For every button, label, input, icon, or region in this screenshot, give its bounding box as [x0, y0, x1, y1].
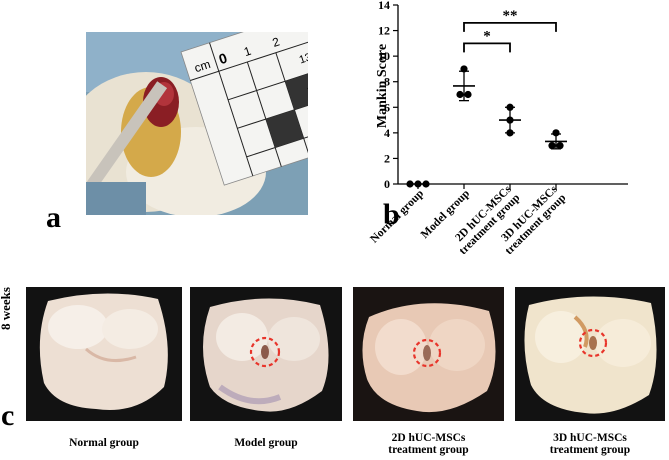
- ruler-mark-2: 2: [271, 34, 282, 49]
- defect-marker: [412, 338, 442, 368]
- data-point-2-2: [506, 129, 514, 137]
- data-point-3-0: [552, 129, 560, 137]
- panel-label-a: a: [46, 201, 61, 234]
- ruler-mark-1: 1: [242, 44, 253, 59]
- y-tick-label-4: 4: [384, 126, 390, 140]
- photo-2d-group: [353, 287, 504, 421]
- photo-model-group: [190, 287, 342, 421]
- data-point-0-1: [414, 180, 422, 188]
- photo-3d-group: [515, 287, 665, 421]
- ruler-mark-13: 13: [298, 51, 308, 66]
- timepoint-label: 8 weeks: [0, 287, 13, 330]
- y-tick-label-0: 0: [384, 177, 390, 191]
- defect-marker: [578, 328, 608, 358]
- caption-model-group: Model group: [234, 437, 298, 449]
- data-point-2-1: [506, 116, 514, 124]
- y-tick-label-14: 14: [378, 0, 390, 12]
- significance-label-0: *: [483, 28, 491, 44]
- data-point-0-2: [422, 180, 430, 188]
- data-point-1-1: [456, 90, 464, 99]
- surgery-photo: cm 0 1 2 13 14 15: [86, 32, 308, 215]
- data-point-1-0: [460, 65, 468, 73]
- y-tick-label-2: 2: [384, 151, 390, 165]
- photo-normal-group: [26, 287, 182, 421]
- panel-label-b: b: [383, 198, 400, 231]
- defect-marker: [249, 336, 281, 368]
- ruler-mark-14: 14: [306, 82, 308, 97]
- significance-bracket-0: [463, 42, 511, 53]
- y-tick-label-10: 10: [378, 49, 390, 63]
- data-point-1-2: [464, 90, 472, 99]
- caption-3d-group: 3D hUC-MSCs treatment group: [549, 432, 631, 457]
- significance-bracket-1: [463, 22, 557, 32]
- data-point-0-0: [406, 180, 414, 188]
- y-tick-label-8: 8: [384, 75, 390, 89]
- significance-label-1: **: [503, 8, 518, 24]
- y-tick-label-6: 6: [384, 100, 390, 114]
- y-tick-label-12: 12: [378, 24, 390, 38]
- panel-label-c: c: [1, 399, 15, 432]
- ruler-mark-cm: cm: [193, 57, 213, 75]
- y-axis-label: Mankin Score: [375, 44, 390, 128]
- caption-2d-group: 2D hUC-MSCs treatment group: [388, 432, 469, 457]
- data-point-3-2: [556, 142, 564, 150]
- caption-normal-group: Normal group: [69, 437, 139, 449]
- data-point-3-1: [548, 142, 556, 150]
- data-point-2-0: [506, 103, 514, 111]
